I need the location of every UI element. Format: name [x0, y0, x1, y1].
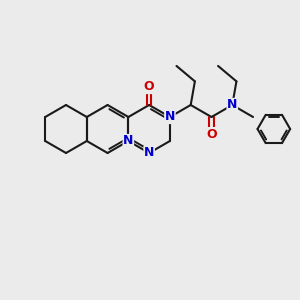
- Text: N: N: [144, 146, 154, 160]
- Text: O: O: [144, 80, 154, 94]
- Text: O: O: [206, 128, 217, 141]
- Text: N: N: [227, 98, 238, 112]
- Text: N: N: [123, 134, 134, 148]
- Text: N: N: [165, 110, 175, 124]
